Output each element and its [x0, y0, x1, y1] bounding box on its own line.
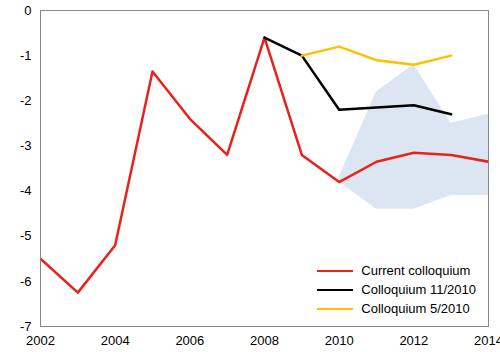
svg-text:-6: -6	[20, 274, 32, 289]
svg-text:2006: 2006	[175, 333, 204, 348]
svg-text:-2: -2	[20, 93, 32, 108]
svg-text:-7: -7	[20, 319, 32, 334]
svg-text:2002: 2002	[26, 333, 55, 348]
html-text:Current colloquium: Current colloquium	[361, 263, 471, 278]
html-text:Colloquium 5/2010: Colloquium 5/2010	[361, 301, 470, 316]
svg-text:2004: 2004	[101, 333, 130, 348]
svg-text:-4: -4	[20, 183, 32, 198]
svg-text:2010: 2010	[325, 333, 354, 348]
svg-text:0: 0	[24, 3, 31, 18]
svg-text:-1: -1	[20, 48, 32, 63]
svg-text:-5: -5	[20, 228, 32, 243]
svg-text:2014: 2014	[474, 333, 500, 348]
svg-text:-3: -3	[20, 138, 32, 153]
svg-text:2008: 2008	[250, 333, 279, 348]
svg-text:2012: 2012	[399, 333, 428, 348]
html-text:Colloquium 11/2010: Colloquium 11/2010	[361, 282, 476, 297]
